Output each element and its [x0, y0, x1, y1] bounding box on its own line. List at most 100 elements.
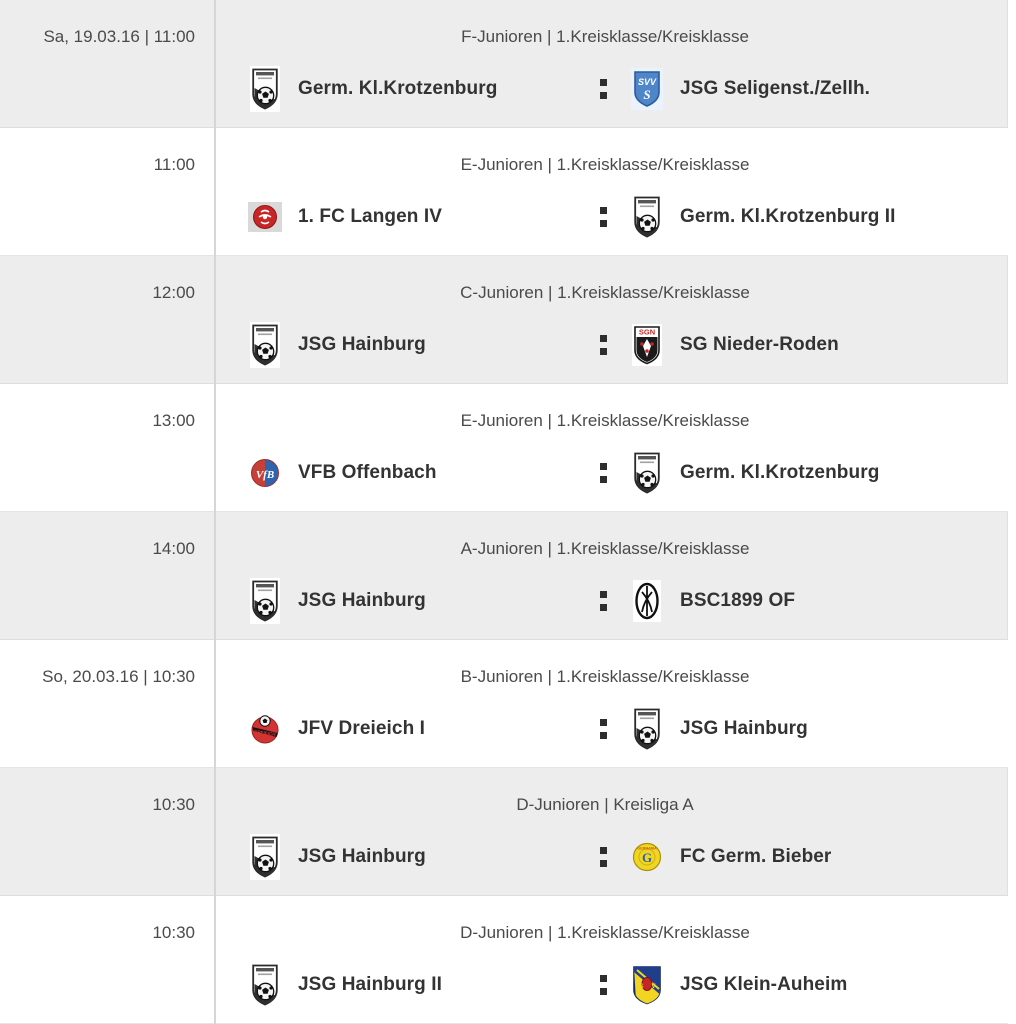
- match-row[interactable]: 13:00 E-Junioren | 1.Kreisklasse/Kreiskl…: [0, 384, 1008, 512]
- match-pairing: Germ. Kl.Krotzenburg SVV S JSG Seligenst.…: [216, 63, 1008, 115]
- home-team[interactable]: VfB VFB Offenbach: [216, 449, 599, 497]
- club-shield-sgn-icon: SGN: [632, 324, 662, 366]
- away-team[interactable]: JSG Hainburg: [632, 705, 808, 753]
- match-row[interactable]: Sa, 19.03.16 | 11:00 F-Junioren | 1.Krei…: [0, 0, 1008, 128]
- club-crest-germania-icon: [632, 194, 662, 240]
- svg-text:SGN: SGN: [639, 328, 655, 337]
- away-team[interactable]: Germ. Kl.Krotzenburg: [632, 449, 879, 497]
- club-round-vfb-icon: VfB: [250, 458, 280, 488]
- match-pairing: JSG Hainburg SGN SG Nieder-Roden: [216, 319, 1008, 371]
- match-datetime: 13:00: [152, 411, 195, 430]
- vs-colon-icon: [599, 79, 607, 99]
- match-competition: F-Junioren | 1.Kreisklasse/Kreisklasse: [461, 27, 749, 46]
- match-datetime: 10:30: [152, 795, 195, 814]
- club-crest-germania-icon: [632, 450, 662, 496]
- away-team[interactable]: SGN SG Nieder-Roden: [632, 321, 839, 369]
- away-team-name: JSG Seligenst./Zellh.: [680, 78, 871, 99]
- match-pairing: DREIEICH JFV Dreieich I JSG Hainburg: [216, 703, 1008, 755]
- away-team-logo: [632, 705, 662, 753]
- away-team-name: FC Germ. Bieber: [680, 846, 832, 867]
- home-team[interactable]: Germ. Kl.Krotzenburg: [216, 65, 599, 113]
- club-crest-germania-icon: [250, 66, 280, 112]
- match-cell: E-Junioren | 1.Kreisklasse/Kreisklasse 1…: [216, 128, 1008, 256]
- home-team-logo: [250, 961, 280, 1009]
- match-competition: C-Junioren | 1.Kreisklasse/Kreisklasse: [460, 283, 750, 302]
- match-row[interactable]: 14:00 A-Junioren | 1.Kreisklasse/Kreiskl…: [0, 512, 1008, 640]
- home-team-name: Germ. Kl.Krotzenburg: [298, 78, 498, 99]
- match-row[interactable]: 10:30 D-Junioren | Kreisliga A JSG Hainb…: [0, 768, 1008, 896]
- match-pairing: JSG Hainburg G GERMANIA FC Germ. Bieber: [216, 831, 1008, 883]
- home-team-logo: [250, 577, 280, 625]
- away-team[interactable]: G GERMANIA FC Germ. Bieber: [632, 833, 831, 881]
- match-competition: A-Junioren | 1.Kreisklasse/Kreisklasse: [460, 539, 750, 558]
- match-datetime: So, 20.03.16 | 10:30: [42, 667, 195, 686]
- home-team-name: VFB Offenbach: [298, 462, 437, 483]
- match-row[interactable]: 12:00 C-Junioren | 1.Kreisklasse/Kreiskl…: [0, 256, 1008, 384]
- home-team[interactable]: JSG Hainburg II: [216, 961, 599, 1009]
- home-team-name: JSG Hainburg: [298, 334, 426, 355]
- match-datetime-cell: 10:30: [0, 896, 216, 1024]
- match-datetime: 12:00: [152, 283, 195, 302]
- match-datetime-cell: 11:00: [0, 128, 216, 256]
- away-team-logo: [632, 449, 662, 497]
- home-team[interactable]: DREIEICH JFV Dreieich I: [216, 705, 599, 753]
- home-team-logo: [248, 193, 282, 241]
- match-row[interactable]: So, 20.03.16 | 10:30 B-Junioren | 1.Krei…: [0, 640, 1008, 768]
- away-team[interactable]: Germ. Kl.Krotzenburg II: [632, 193, 896, 241]
- match-competition: E-Junioren | 1.Kreisklasse/Kreisklasse: [460, 411, 750, 430]
- vs-colon-icon: [599, 335, 607, 355]
- match-competition: D-Junioren | Kreisliga A: [516, 795, 694, 814]
- away-team-logo: SGN: [632, 321, 662, 369]
- home-team[interactable]: JSG Hainburg: [216, 833, 599, 881]
- match-competition: E-Junioren | 1.Kreisklasse/Kreisklasse: [460, 155, 750, 174]
- home-team[interactable]: JSG Hainburg: [216, 321, 599, 369]
- svg-text:S: S: [640, 984, 644, 990]
- svg-text:S: S: [643, 87, 650, 102]
- home-team-name: 1. FC Langen IV: [298, 206, 443, 227]
- svg-text:GERMANIA: GERMANIA: [637, 847, 657, 851]
- away-team-name: JSG Klein-Auheim: [680, 974, 848, 995]
- match-datetime-cell: 10:30: [0, 768, 216, 896]
- home-team[interactable]: JSG Hainburg: [216, 577, 599, 625]
- vs-colon-icon: [599, 719, 607, 739]
- home-team-name: JFV Dreieich I: [298, 718, 426, 739]
- away-team-name: Germ. Kl.Krotzenburg: [680, 462, 880, 483]
- club-shield-svv-icon: SVV S: [631, 68, 663, 110]
- svg-text:VfB: VfB: [256, 469, 274, 481]
- match-datetime-cell: 13:00: [0, 384, 216, 512]
- match-row[interactable]: 11:00 E-Junioren | 1.Kreisklasse/Kreiskl…: [0, 128, 1008, 256]
- club-crest-germania-icon: [250, 962, 280, 1008]
- club-round-bieber-icon: G GERMANIA: [632, 842, 662, 872]
- match-row[interactable]: 10:30 D-Junioren | 1.Kreisklasse/Kreiskl…: [0, 896, 1008, 1024]
- vs-colon-icon: [599, 975, 607, 995]
- match-competition: D-Junioren | 1.Kreisklasse/Kreisklasse: [460, 923, 750, 942]
- home-team-name: JSG Hainburg II: [298, 974, 443, 995]
- match-pairing: VfB VFB Offenbach Germ. Kl.Krotzenburg: [216, 447, 1008, 499]
- svg-text:V: V: [652, 984, 656, 990]
- club-crest-germania-icon: [250, 322, 280, 368]
- away-team[interactable]: SVV S JSG Seligenst./Zellh.: [631, 65, 871, 113]
- match-datetime: 11:00: [153, 155, 195, 174]
- home-team[interactable]: 1. FC Langen IV: [216, 193, 599, 241]
- club-round-jfv-icon: DREIEICH: [250, 713, 280, 745]
- vs-colon-icon: [599, 463, 607, 483]
- away-team[interactable]: BSC1899 OF: [632, 577, 795, 625]
- away-team-name: Germ. Kl.Krotzenburg II: [680, 206, 896, 227]
- home-team-logo: VfB: [250, 449, 280, 497]
- vs-colon-icon: [599, 847, 607, 867]
- match-datetime-cell: 12:00: [0, 256, 216, 384]
- away-team-name: SG Nieder-Roden: [680, 334, 839, 355]
- club-crest-germania-icon: [632, 706, 662, 752]
- match-pairing: 1. FC Langen IV Germ. Kl.Krotzenburg II: [216, 191, 1008, 243]
- svg-text:SVV: SVV: [638, 77, 657, 87]
- away-team-name: BSC1899 OF: [680, 590, 796, 611]
- home-team-name: JSG Hainburg: [298, 846, 426, 867]
- away-team-logo: [632, 577, 662, 625]
- match-cell: D-Junioren | 1.Kreisklasse/Kreisklasse J…: [216, 896, 1008, 1024]
- club-crest-germania-icon: [250, 578, 280, 624]
